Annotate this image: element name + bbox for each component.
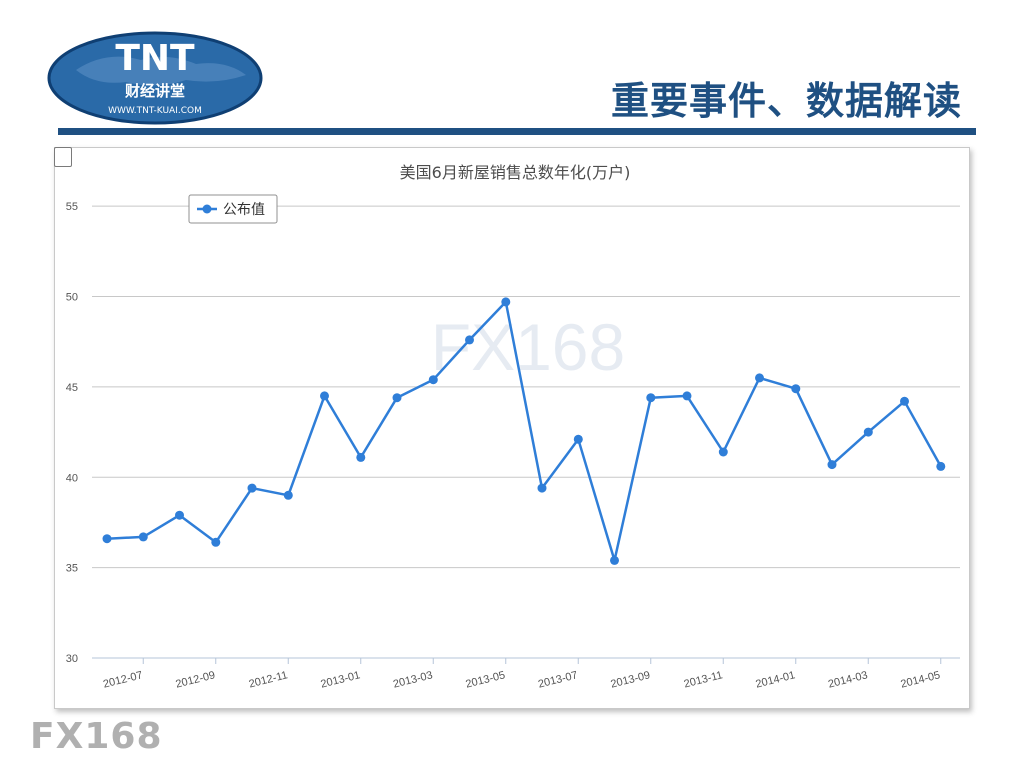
y-tick-label: 30 [66,653,78,665]
data-point [247,483,257,493]
y-tick-label: 55 [66,201,78,213]
x-tick-label: 2013-01 [319,669,361,690]
logo-sub-text: 财经讲堂 [125,82,185,100]
x-tick-label: 2013-09 [609,669,651,690]
data-point [900,396,909,406]
data-point [211,537,221,547]
legend-marker [202,204,212,214]
y-tick-label: 50 [66,292,78,304]
data-point [175,510,184,520]
footer-logo: FX168 [30,716,163,757]
logo-main-text: TNT [115,38,195,79]
y-tick-label: 35 [66,563,78,575]
series-line [106,300,942,562]
data-point [646,393,656,403]
chart-frame: FX168 美国6月新屋销售总数年化(万户) 30 35 40 45 50 55 2012-07… [54,147,970,709]
y-tick-label: 45 [66,382,78,394]
line-chart: FX168 美国6月新屋销售总数年化(万户) 30 35 40 45 50 55 2012-07… [66,163,960,691]
x-tick-label: 2012-07 [102,669,144,690]
data-point [755,373,764,383]
slide-title: 重要事件、数据解读 [610,79,962,123]
x-tick-label: 2014-03 [827,669,869,690]
tnt-logo: TNT 财经讲堂 WWW.TNT-KUAI.COM [47,31,263,125]
data-point [718,447,728,457]
data-point [138,532,148,542]
chart-corner-checkbox[interactable] [54,147,72,167]
chart-legend: 公布值 [188,194,278,224]
x-tick-label: 2012-11 [248,669,289,690]
x-tick-label: 2013-03 [392,669,434,690]
x-tick-label: 2014-01 [754,669,796,690]
data-point [537,483,547,493]
title-divider [58,128,976,135]
data-point [102,534,112,544]
x-tick-label: 2012-09 [174,669,216,690]
logo-url-text: WWW.TNT-KUAI.COM [108,106,202,116]
data-point [392,393,402,403]
data-point [356,452,366,462]
data-point [791,384,801,394]
data-point [283,490,293,500]
data-point [863,427,873,437]
data-point [428,375,438,385]
data-point [827,460,837,470]
data-point [501,297,511,307]
x-tick-label: 2013-07 [537,669,579,690]
x-tick-label: 2014-05 [899,669,941,690]
y-tick-label: 40 [66,472,78,484]
legend-label: 公布值 [223,202,265,218]
legend-box [188,194,278,224]
x-tick-label: 2013-11 [683,669,724,690]
x-tick-label: 2013-05 [464,669,506,690]
data-point [320,391,329,401]
data-point [465,335,474,345]
chart-title: 美国6月新屋销售总数年化(万户) [400,163,631,182]
data-point [682,391,692,401]
data-point [610,555,619,565]
chart-watermark: FX168 [431,310,625,384]
data-point [936,461,946,471]
data-point [573,434,583,444]
